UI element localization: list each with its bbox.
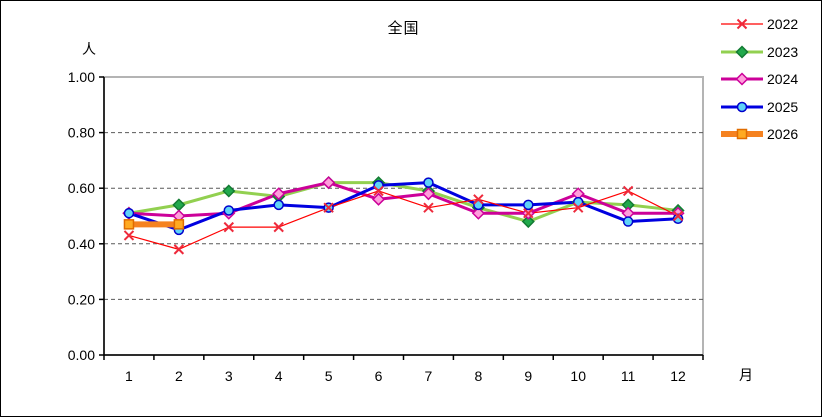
marker-circle (622, 216, 634, 227)
series-line-2023 (127, 181, 680, 224)
chart-title: 全国 (387, 20, 420, 37)
x-tick-label: 1 (125, 368, 133, 384)
marker-diamond (172, 198, 186, 212)
marker-circle (223, 205, 235, 216)
marker-diamond (421, 187, 436, 201)
marker-x (223, 221, 234, 233)
marker-circle (672, 213, 684, 225)
marker-x (523, 208, 534, 219)
y-tick-label: 0.00 (68, 347, 95, 363)
marker-x (273, 221, 284, 233)
y-tick-label: 0.20 (68, 291, 95, 307)
marker-diamond (222, 184, 236, 198)
marker-diamond (322, 176, 336, 190)
legend-item-2023: 2023 (719, 43, 798, 61)
x-tick-label: 9 (524, 368, 532, 384)
legend-label: 2022 (767, 16, 799, 32)
marker-x (173, 244, 185, 255)
marker-square (173, 219, 185, 230)
marker-x (473, 194, 484, 205)
marker-x (622, 185, 634, 197)
marker-square (736, 128, 748, 140)
legend-swatch-2026 (721, 128, 763, 140)
legend-swatch-2024 (721, 72, 763, 86)
x-axis-unit-label: 月 (739, 367, 753, 383)
marker-circle (123, 207, 135, 219)
marker-x (123, 230, 135, 241)
y-tick-label: 0.40 (68, 236, 95, 252)
x-tick-label: 2 (175, 368, 183, 384)
legend-item-2024: 2024 (719, 70, 798, 88)
marker-circle (736, 101, 748, 112)
marker-diamond (521, 214, 535, 229)
series-line-2025 (127, 181, 680, 232)
legend-label: 2026 (767, 126, 799, 142)
marker-diamond (735, 72, 749, 86)
legend: 2022 2023 2024 2025 2026 (719, 1, 819, 161)
marker-circle (273, 199, 284, 211)
marker-diamond (371, 192, 386, 206)
marker-circle (423, 177, 434, 188)
legend-item-2026: 2026 (719, 125, 798, 143)
marker-diamond (471, 206, 485, 220)
marker-circle (523, 199, 534, 211)
x-tick-label: 12 (670, 368, 686, 384)
x-tick-label: 10 (570, 368, 586, 384)
legend-swatch-2023 (721, 44, 763, 59)
marker-x (423, 202, 434, 213)
legend-label: 2023 (767, 43, 799, 60)
legend-item-2025: 2025 (719, 98, 798, 116)
legend-label: 2025 (767, 98, 799, 115)
legend-swatch-2022 (721, 18, 763, 30)
marker-diamond (735, 44, 749, 59)
x-tick-label: 3 (225, 368, 233, 384)
legend-item-2022: 2022 (719, 15, 798, 33)
legend-label: 2024 (767, 71, 799, 87)
y-tick-label: 0.80 (68, 125, 95, 141)
marker-x (736, 18, 748, 30)
x-tick-label: 11 (621, 368, 636, 384)
x-tick-label: 6 (375, 368, 383, 384)
marker-square (123, 219, 135, 230)
marker-x (373, 185, 384, 197)
y-axis-unit-label: 人 (82, 41, 96, 57)
x-tick-label: 4 (275, 368, 283, 384)
x-tick-label: 7 (425, 368, 433, 384)
x-tick-label: 8 (474, 368, 482, 384)
y-tick-label: 1.00 (68, 69, 95, 85)
series-line-2022 (128, 190, 679, 250)
marker-x (573, 202, 584, 213)
marker-diamond (272, 187, 286, 201)
y-tick-label: 0.60 (68, 180, 95, 196)
x-tick-label: 5 (325, 368, 333, 384)
marker-x (323, 202, 334, 213)
legend-swatch-2025 (721, 101, 763, 112)
marker-x (672, 210, 684, 222)
